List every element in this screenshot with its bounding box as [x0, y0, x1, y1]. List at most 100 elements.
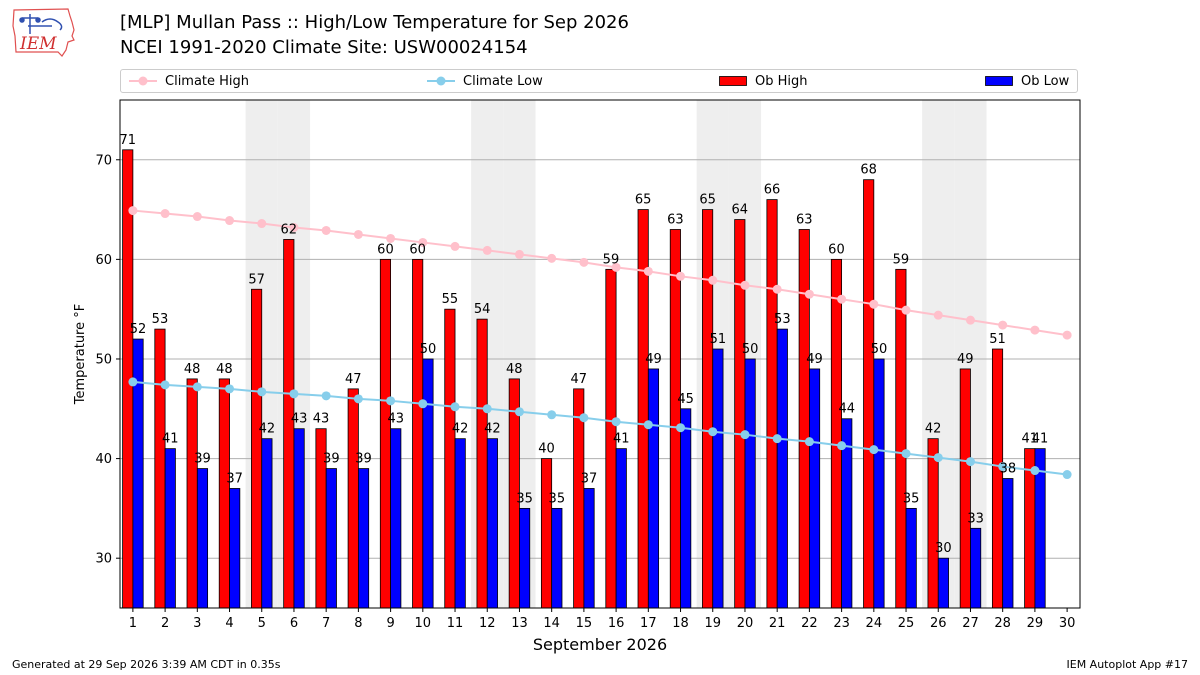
label-ob-high: 59	[603, 252, 620, 267]
climate-high-point	[740, 280, 750, 290]
bar-ob-high	[218, 378, 230, 609]
x-axis-label: September 2026	[533, 635, 667, 654]
climate-high-point	[772, 284, 782, 294]
climate-low-point	[353, 394, 363, 404]
label-ob-high: 68	[860, 163, 877, 178]
bar-ob-high	[669, 229, 681, 609]
climate-low-point	[482, 404, 492, 414]
label-ob-high: 54	[474, 302, 491, 317]
climate-high-point	[450, 241, 460, 251]
x-tick-label: 1	[129, 616, 137, 631]
label-ob-low: 33	[967, 511, 984, 526]
label-ob-high: 63	[796, 212, 813, 227]
label-ob-high: 63	[667, 212, 684, 227]
climate-high-point	[353, 229, 363, 239]
climate-high-point	[321, 225, 331, 235]
y-tick-label: 50	[95, 352, 112, 367]
legend-label-climate-high: Climate High	[165, 73, 250, 89]
climate-low-point	[1062, 470, 1072, 480]
x-tick-label: 13	[511, 616, 528, 631]
legend-label-ob-low: Ob Low	[1021, 73, 1070, 89]
bar-ob-low	[744, 358, 756, 609]
label-ob-low: 37	[581, 471, 598, 486]
climate-low-point	[1030, 466, 1040, 476]
plot-frame	[119, 99, 1081, 609]
x-tick-label: 17	[640, 616, 657, 631]
bar-ob-low	[357, 468, 370, 609]
bar-ob-high	[766, 199, 778, 609]
x-tick-label: 7	[322, 616, 330, 631]
x-tick-label: 10	[415, 616, 432, 631]
bar-ob-high	[798, 229, 810, 609]
bar-ob-low	[647, 368, 660, 609]
bar-ob-high	[444, 308, 456, 609]
climate-high-point	[708, 275, 718, 285]
climate-low-point	[933, 453, 943, 463]
climate-high-point	[418, 237, 428, 247]
bar-ob-low	[905, 507, 917, 609]
x-tick-label: 23	[833, 616, 850, 631]
label-ob-high: 43	[313, 412, 330, 427]
label-ob-low: 51	[710, 332, 727, 347]
bar-ob-low	[486, 438, 498, 609]
climate-low-point	[676, 423, 686, 433]
label-ob-low: 49	[645, 352, 662, 367]
climate-low-point	[418, 399, 428, 409]
x-tick-label: 8	[354, 616, 362, 631]
x-tick-label: 15	[576, 616, 593, 631]
label-ob-low: 42	[484, 422, 501, 437]
climate-low-point	[547, 410, 557, 420]
label-ob-high: 60	[377, 242, 394, 257]
climate-high-point	[804, 289, 814, 299]
bar-ob-low	[776, 328, 788, 609]
label-ob-high: 49	[957, 352, 974, 367]
bar-ob-low	[390, 428, 402, 609]
x-tick-label: 28	[994, 616, 1011, 631]
x-tick-label: 4	[225, 616, 233, 631]
label-ob-high: 48	[184, 362, 201, 377]
label-ob-low: 44	[838, 402, 855, 417]
climate-low-point	[965, 457, 975, 467]
climate-low-point	[257, 387, 267, 397]
x-tick-label: 19	[704, 616, 721, 631]
x-tick-label: 29	[1027, 616, 1044, 631]
bar-ob-high	[154, 328, 166, 609]
bar-ob-low	[196, 468, 209, 609]
y-axis-label: Temperature °F	[73, 304, 88, 405]
climate-low-point	[643, 420, 653, 430]
label-ob-low: 35	[549, 491, 566, 506]
x-tick-label: 6	[290, 616, 298, 631]
y-tick-label: 30	[95, 552, 112, 567]
bar-ob-high	[412, 258, 424, 609]
label-ob-low: 41	[613, 432, 630, 447]
label-ob-high: 41	[1021, 432, 1038, 447]
label-ob-high: 42	[925, 422, 942, 437]
logo-text: IEM	[19, 34, 57, 54]
climate-high-point	[643, 266, 653, 276]
bar-ob-high	[347, 388, 359, 609]
bar-ob-low	[422, 358, 434, 609]
climate-high-line	[132, 209, 1068, 337]
climate-high-point	[611, 262, 621, 272]
climate-low-point	[514, 407, 524, 417]
legend-swatch-climate-high	[129, 76, 157, 86]
label-ob-high: 57	[248, 272, 265, 287]
label-ob-low: 45	[677, 392, 694, 407]
y-tick-label: 40	[95, 452, 112, 467]
bar-ob-low	[325, 468, 337, 609]
label-ob-high: 53	[152, 312, 169, 327]
bar-ob-low	[519, 507, 531, 609]
bar-ob-low	[873, 358, 885, 609]
label-ob-low: 41	[1032, 432, 1049, 447]
bar-ob-high	[734, 219, 746, 609]
bar-ob-high	[476, 318, 488, 609]
bar-ob-low	[615, 448, 627, 609]
label-ob-high: 47	[345, 372, 362, 387]
label-ob-low: 43	[291, 412, 308, 427]
bar-ob-high	[251, 288, 263, 609]
label-ob-low: 52	[130, 322, 147, 337]
climate-low-point	[740, 430, 750, 440]
x-tick-label: 12	[479, 616, 496, 631]
climate-high-point	[901, 305, 911, 315]
